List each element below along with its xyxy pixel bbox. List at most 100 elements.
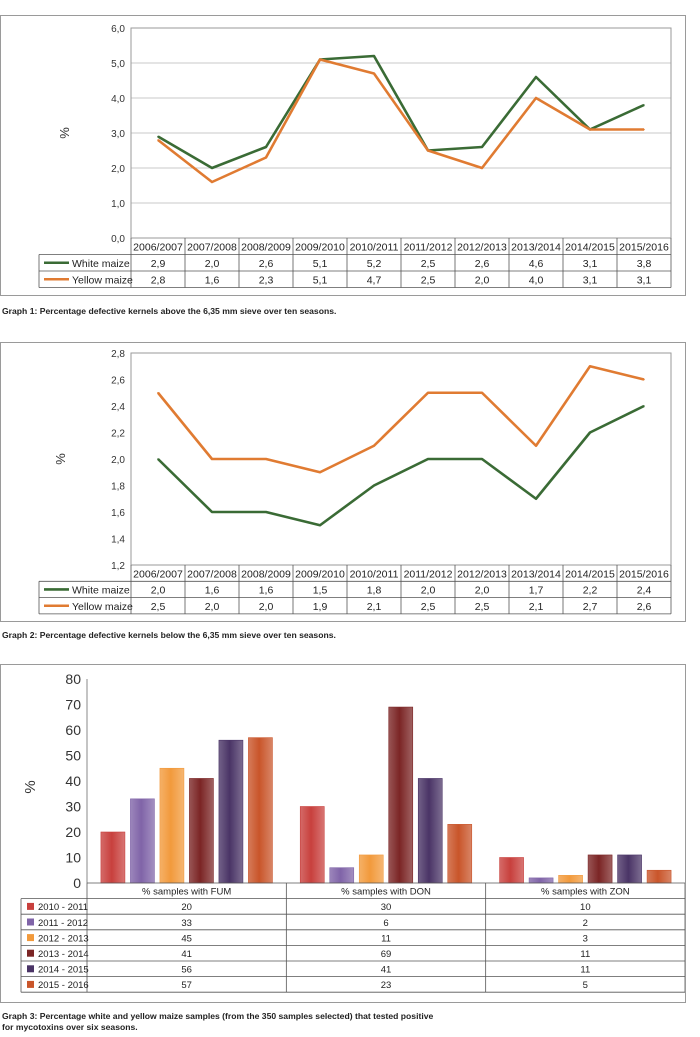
- graph2-x-category-label: 2007/2008: [187, 568, 237, 580]
- graph1-data-point: [373, 55, 375, 57]
- graph1-y-tick-label: 3,0: [111, 129, 125, 140]
- graph1-table-value: 2,6: [475, 258, 490, 270]
- graph1-data-point: [157, 135, 159, 138]
- graph1-table-value: 2,3: [259, 275, 274, 287]
- graph1-table-value: 4,7: [367, 275, 382, 287]
- graph1-y-tick-label: 0,0: [111, 234, 125, 245]
- graph1-data-point: [319, 58, 321, 61]
- graph3-bar: [447, 824, 473, 884]
- graph2-y-tick-label: 1,4: [111, 535, 125, 546]
- graph2-table-value: 2,1: [367, 601, 382, 613]
- graph3-y-axis-label: %: [22, 780, 39, 793]
- graph2-y-tick-label: 1,2: [111, 561, 125, 572]
- graph3-frame: 0 10 20 30 40 50 60 70 80% % samples with FUM % sa…: [0, 664, 686, 1003]
- graph1-x-category-label: 2012/2013: [457, 242, 507, 254]
- graph2-data-point: [319, 524, 321, 527]
- graph3-table-value: 41: [381, 965, 392, 976]
- graph1-table-value: 4,6: [529, 258, 544, 270]
- graph2-x-category-label: 2008/2009: [241, 568, 291, 580]
- graph2-data-point: [427, 391, 429, 394]
- graph1-x-category-label: 2010/2011: [350, 242, 399, 254]
- graph3-bar: [248, 737, 273, 884]
- graph3-x-category-label: % samples with DON: [341, 887, 431, 898]
- graph1-table-value: 2,8: [151, 275, 166, 287]
- graph2-x-category-label: 2009/2010: [295, 568, 345, 580]
- graph1-table-value: 2,9: [151, 258, 166, 270]
- graph2-table-value: 2,4: [637, 585, 652, 597]
- graph3-table-value: 11: [580, 965, 590, 976]
- graph3-table-value: 20: [181, 902, 192, 913]
- graph3-y-tick-label: 20: [65, 824, 81, 840]
- graph1-y-tick-label: 2,0: [111, 164, 125, 175]
- graph3-legend-key-6: [27, 980, 34, 988]
- graph3-table-value: 45: [181, 933, 192, 944]
- graph3-legend-label-6: 2015 - 2016: [38, 980, 89, 991]
- graph1-series-line-1: [157, 54, 645, 170]
- graph1-data-point: [427, 149, 429, 152]
- graph1-x-category-label: 2007/2008: [187, 242, 237, 254]
- graph2-table-value: 2,5: [421, 601, 436, 613]
- graph1-y-tick-label: 5,0: [111, 59, 125, 70]
- graph3-bar: [499, 857, 524, 884]
- graph1-y-tick-label: 1,0: [111, 199, 125, 210]
- graph3-table-value: 5: [583, 980, 588, 991]
- graph1-table-value: 2,5: [421, 275, 436, 287]
- graph2-table-value: 2,5: [475, 601, 490, 613]
- graph2-series-line-1: [157, 404, 645, 527]
- graph2-table-value: 1,9: [313, 601, 328, 613]
- graph1-x-category-label: 2013/2014: [511, 242, 561, 254]
- graph3-svg: 0 10 20 30 40 50 60 70 80% % samples with FUM % sa…: [20, 671, 686, 993]
- graph1-data-point: [535, 76, 537, 78]
- graph3-x-category-label: % samples with ZON: [541, 887, 630, 898]
- graph1-table-value: 3,8: [637, 258, 652, 270]
- graph3-legend-key-5: [27, 965, 34, 973]
- graph2-data-point: [211, 458, 213, 460]
- graph1-x-category-label: 2011/2012: [404, 242, 453, 254]
- graph3-legend-key-1: [27, 902, 34, 910]
- graph2-x-category-label: 2012/2013: [457, 568, 507, 580]
- graph3-bar: [617, 854, 642, 884]
- graph1-data-point: [643, 128, 645, 131]
- graph1-data-point: [481, 146, 483, 148]
- graph3-legend-label-2: 2011 - 2012: [38, 918, 88, 929]
- graph2-svg: 1,2 1,4 1,6 1,8 2,0 2,2 2,4 2,6 2,8% 2006/2007 200…: [38, 349, 672, 615]
- graph3-table-value: 41: [181, 949, 192, 960]
- graph3-table-value: 11: [381, 933, 391, 944]
- graph1-table-value: 2,6: [259, 258, 274, 270]
- graph3-y-tick-label: 30: [65, 799, 81, 815]
- graph2-caption: Graph 2: Percentage defective kernels be…: [2, 630, 336, 640]
- graph1-data-point: [535, 97, 537, 99]
- graph3-legend-key-2: [27, 918, 34, 926]
- graph1-y-axis-label: %: [57, 127, 72, 139]
- graph2-x-category-label: 2015/2016: [619, 568, 669, 580]
- graph2-table-value: 2,7: [583, 601, 598, 613]
- graph2-table-value: 1,6: [205, 585, 220, 597]
- graph3-legend-label-1: 2010 - 2011: [38, 902, 88, 913]
- graph2-data-point: [589, 431, 591, 434]
- graph3-y-tick-label: 80: [65, 671, 81, 687]
- graph2-table-value: 2,1: [529, 601, 544, 613]
- graph2-data-point: [373, 484, 375, 487]
- graph2-x-category-label: 2014/2015: [565, 568, 615, 580]
- graph3-table-value: 2: [583, 918, 588, 929]
- graph2-table-value: 2,0: [421, 585, 436, 597]
- graph1-table-value: 5,1: [313, 275, 328, 287]
- graph1-table-value: 5,2: [367, 258, 382, 270]
- graph1-legend-label-1: White maize: [72, 258, 130, 270]
- graph1-y-tick-label: 6,0: [111, 24, 125, 35]
- graph3-y-tick-label: 70: [65, 697, 81, 713]
- graph1-table-value: 3,1: [583, 258, 598, 270]
- graph2-data-point: [643, 378, 645, 381]
- graph3-bar: [299, 806, 325, 884]
- graph3-bar: [100, 831, 126, 884]
- graph3-table-value: 3: [583, 933, 588, 944]
- graph1-series-line-2: [157, 58, 644, 184]
- graph2-table-value: 2,0: [475, 585, 490, 597]
- graph2-data-point: [535, 497, 537, 500]
- graph3-table-value: 33: [181, 918, 192, 929]
- graph1-data-point: [211, 181, 213, 183]
- graph2-y-axis-label: %: [53, 453, 68, 465]
- graph2-data-point: [535, 444, 537, 447]
- graph1-data-point: [481, 167, 483, 169]
- graph3-bar: [218, 739, 244, 884]
